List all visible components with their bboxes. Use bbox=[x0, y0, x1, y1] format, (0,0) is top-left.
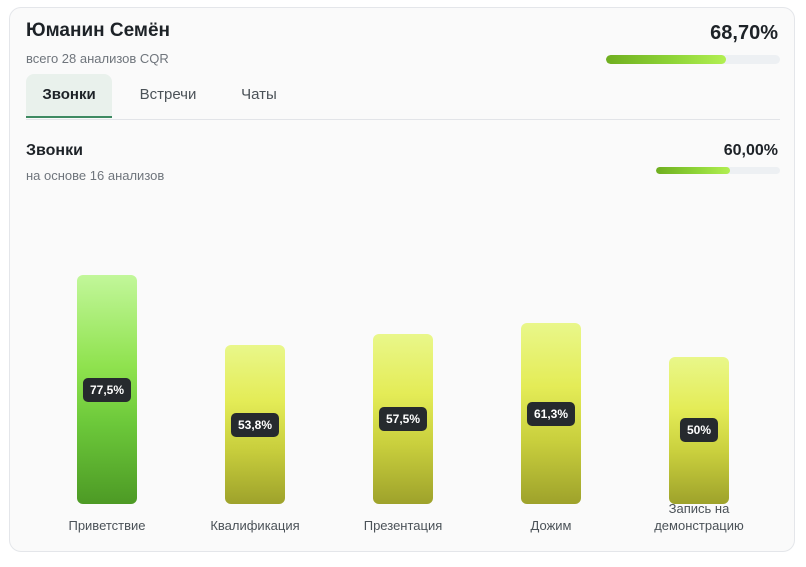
section-score: 60,00% bbox=[723, 142, 778, 159]
tab-calls[interactable]: Звонки bbox=[26, 74, 112, 118]
category-label: Дожим bbox=[530, 518, 572, 533]
category-label: Запись на демонстрацию bbox=[654, 501, 744, 533]
tab-meetings[interactable]: Встречи bbox=[139, 86, 197, 103]
bar-value-label: 53,8% bbox=[230, 412, 280, 437]
section-title: Звонки bbox=[26, 142, 83, 159]
section-progress-bar bbox=[656, 167, 780, 174]
channel-tabs: Звонки Встречи Чаты bbox=[26, 74, 780, 120]
bar-value-label: 50% bbox=[679, 418, 719, 443]
category-label: Презентация bbox=[363, 518, 443, 533]
bar-value-label: 57,5% bbox=[378, 407, 428, 432]
bar-value-label: 61,3% bbox=[526, 401, 576, 426]
bar-value-label: 77,5% bbox=[82, 377, 132, 402]
total-progress-bar bbox=[606, 55, 780, 64]
category-label: Приветствие bbox=[68, 518, 146, 533]
section-progress-fill bbox=[656, 167, 731, 174]
category-label: Квалификация bbox=[210, 518, 300, 533]
total-score: 68,70% bbox=[710, 22, 778, 44]
analyses-count: всего 28 анализов CQR bbox=[26, 51, 169, 66]
analysis-card: Юманин Семён всего 28 анализов CQR 68,70… bbox=[9, 7, 795, 552]
tab-chats[interactable]: Чаты bbox=[241, 86, 277, 103]
employee-name: Юманин Семён bbox=[26, 20, 171, 41]
section-subtitle: на основе 16 анализов bbox=[26, 168, 165, 183]
total-progress-fill bbox=[606, 55, 726, 64]
